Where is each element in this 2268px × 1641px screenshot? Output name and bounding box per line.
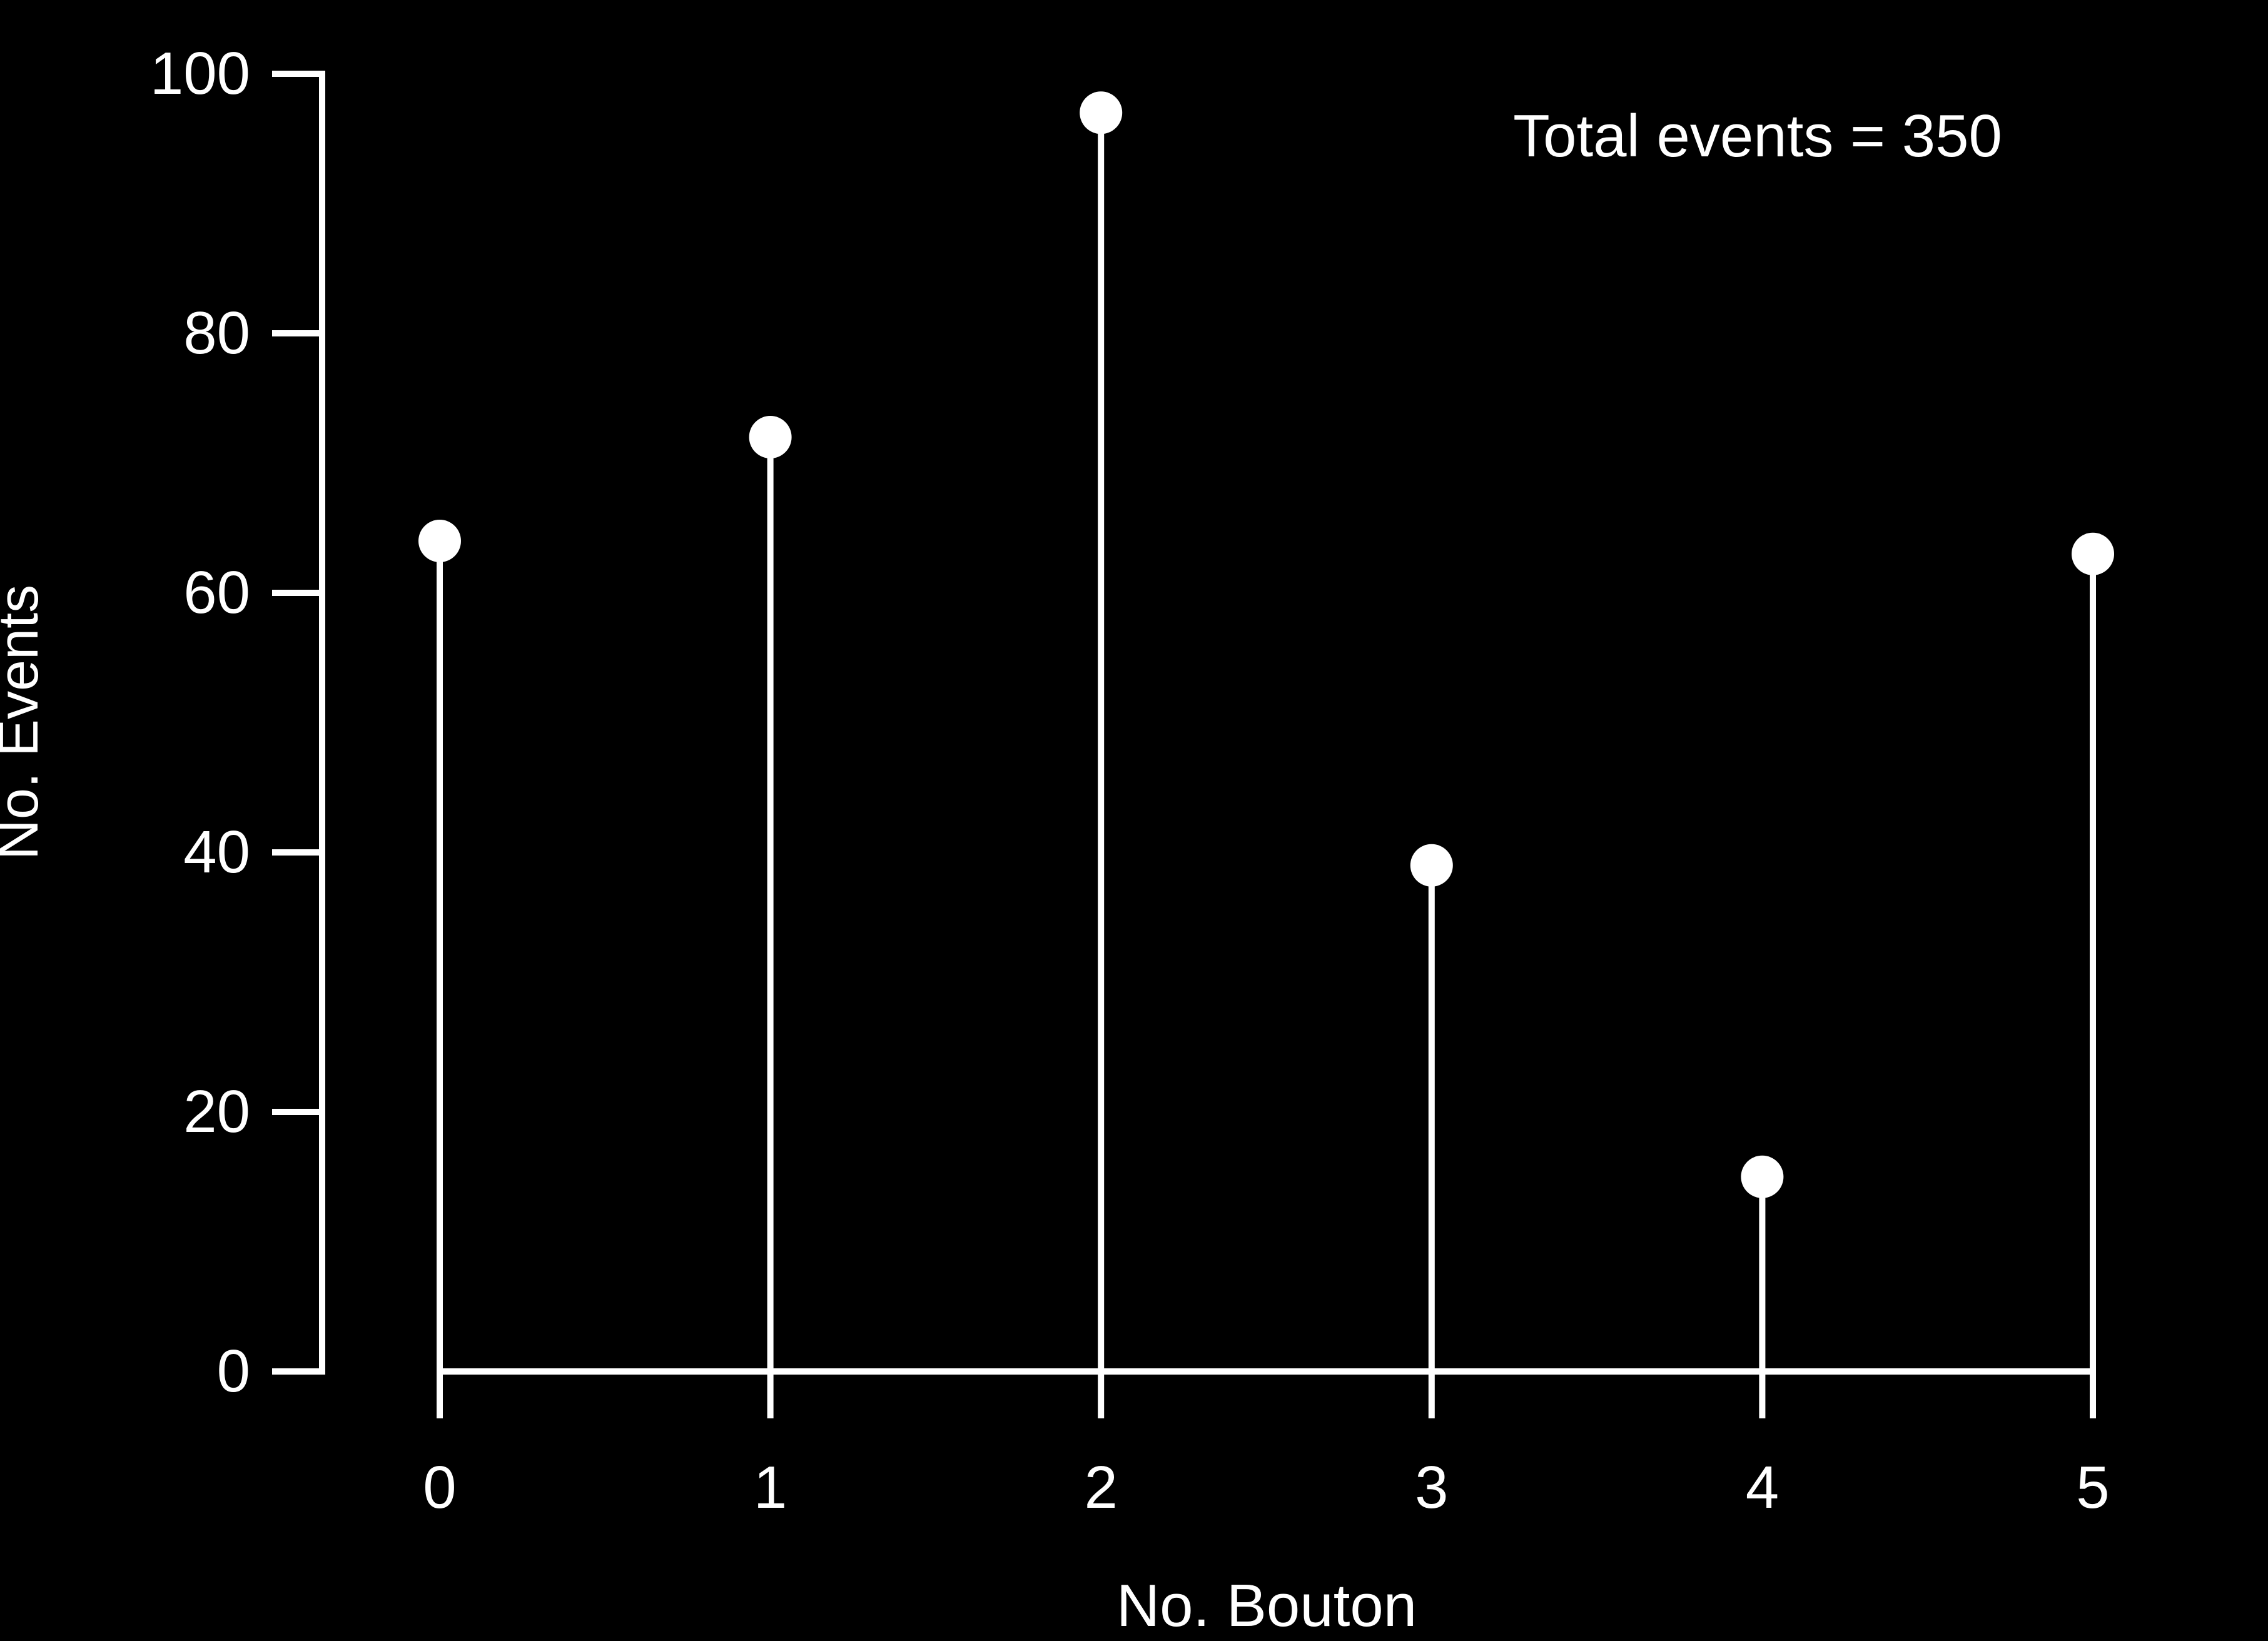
data-point xyxy=(418,520,461,562)
y-tick-label: 20 xyxy=(183,1078,250,1145)
x-tick-label: 5 xyxy=(2076,1454,2109,1521)
y-tick-label: 60 xyxy=(183,559,250,626)
total-events-annotation: Total events = 350 xyxy=(1513,103,2002,169)
x-tick-label: 1 xyxy=(754,1454,787,1521)
y-tick-label: 0 xyxy=(217,1338,250,1405)
data-point xyxy=(2072,532,2114,575)
y-axis: 0 20 40 60 80 100 xyxy=(150,40,325,1405)
data-point xyxy=(749,416,792,458)
y-tick-label: 40 xyxy=(183,819,250,886)
data-stems xyxy=(437,113,2096,1371)
y-tick-label: 100 xyxy=(150,40,250,107)
data-point xyxy=(1080,91,1123,134)
y-tick-label: 80 xyxy=(183,300,250,366)
data-point xyxy=(1410,844,1453,887)
x-tick-label: 3 xyxy=(1415,1454,1448,1521)
data-markers xyxy=(418,91,2114,1198)
x-tick-label: 2 xyxy=(1085,1454,1118,1521)
x-axis-label: No. Bouton xyxy=(1116,1572,1417,1639)
x-tick-label: 0 xyxy=(423,1454,456,1521)
x-axis: 0 1 2 3 4 5 xyxy=(423,1368,2110,1521)
y-axis-label: No. Events xyxy=(0,585,50,860)
x-tick-label: 4 xyxy=(1746,1454,1779,1521)
data-point xyxy=(1741,1155,1784,1198)
